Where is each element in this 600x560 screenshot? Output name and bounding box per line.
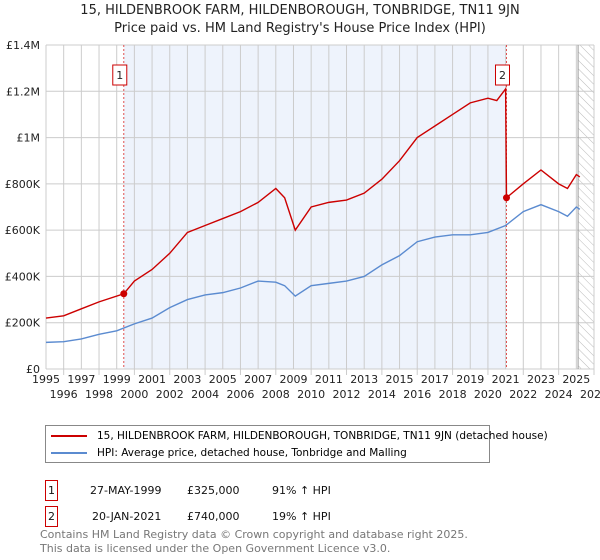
transaction-price: £325,000: [187, 484, 240, 497]
x-tick-label: 2012: [333, 388, 361, 401]
transaction-date: 20-JAN-2021: [92, 510, 162, 523]
x-tick-label: 1995: [32, 373, 60, 386]
sale-point: [120, 290, 128, 298]
x-tick-label: 2020: [474, 388, 502, 401]
annotation-label: 1: [116, 69, 123, 82]
x-tick-label: 2013: [350, 373, 378, 386]
x-tick-label: 2014: [368, 388, 396, 401]
transaction-marker: 2: [45, 506, 58, 527]
x-tick-label: 1999: [103, 373, 131, 386]
footer-line: This data is licensed under the Open Gov…: [40, 542, 391, 555]
transaction-price: £740,000: [187, 510, 240, 523]
x-tick-label: 2022: [509, 388, 537, 401]
chart-title: 15, HILDENBROOK FARM, HILDENBOROUGH, TON…: [80, 3, 520, 18]
ownership-shading: [123, 45, 507, 369]
transaction-hpi: 19% ↑ HPI: [272, 510, 331, 523]
legend-item-hpi: HPI: Average price, detached house, Tonb…: [46, 445, 407, 461]
x-tick-label: 2017: [421, 373, 449, 386]
forecast-hatch: [578, 45, 594, 369]
annotation-box: [494, 64, 510, 86]
x-tick-label: 2004: [191, 388, 219, 401]
transaction-date: 27-MAY-1999: [90, 484, 162, 497]
x-tick-label: 1998: [85, 388, 113, 401]
transaction-marker: 1: [45, 480, 58, 501]
x-tick-label: 2024: [545, 388, 573, 401]
annotation-box: [112, 64, 128, 86]
x-tick-label: 2026: [580, 388, 600, 401]
y-tick-label: £400K: [5, 270, 41, 283]
footer: Contains HM Land Registry data © Crown c…: [40, 528, 468, 556]
x-tick-label: 2001: [138, 373, 166, 386]
series-line-property: [45, 86, 581, 319]
x-tick-label: 2021: [492, 373, 520, 386]
y-tick-label: £1.4M: [6, 39, 40, 52]
sale-point: [502, 194, 510, 202]
series-line-hpi: [45, 203, 581, 344]
chart-subtitle: Price paid vs. HM Land Registry's House …: [114, 21, 486, 36]
price-chart: 1995 1996 1997 1998 1999 2000 2001 2002 2003 2004…: [5, 39, 600, 401]
x-tick-label: 2023: [527, 373, 555, 386]
x-tick-label: 2025: [562, 373, 590, 386]
x-tick-label: 2006: [226, 388, 254, 401]
x-tick-label: 2000: [120, 388, 148, 401]
x-tick-label: 2007: [244, 373, 272, 386]
y-tick-label: £1M: [17, 132, 41, 145]
x-tick-label: 2003: [173, 373, 201, 386]
legend-swatch-red: [51, 435, 87, 437]
x-tick-label: 2019: [456, 373, 484, 386]
x-tick-label: 2009: [279, 373, 307, 386]
transaction-hpi: 91% ↑ HPI: [272, 484, 331, 497]
x-tick-label: 2015: [386, 373, 414, 386]
y-tick-label: £800K: [5, 178, 41, 191]
legend-item-property: 15, HILDENBROOK FARM, HILDENBOROUGH, TON…: [46, 428, 548, 444]
y-tick-label: £200K: [5, 317, 41, 330]
legend-swatch-blue: [51, 452, 87, 454]
legend-label: 15, HILDENBROOK FARM, HILDENBOROUGH, TON…: [97, 430, 548, 442]
x-tick-label: 2002: [156, 388, 184, 401]
legend-label: HPI: Average price, detached house, Tonb…: [97, 447, 407, 459]
x-tick-label: 1997: [67, 373, 95, 386]
x-tick-label: 2011: [315, 373, 343, 386]
x-tick-label: 1996: [50, 388, 78, 401]
x-tick-label: 2016: [403, 388, 431, 401]
x-tick-label: 2005: [209, 373, 237, 386]
annotation-label: 2: [499, 69, 506, 82]
footer-line: Contains HM Land Registry data © Crown c…: [40, 528, 468, 541]
x-tick-label: 2018: [439, 388, 467, 401]
y-tick-label: £1.2M: [6, 85, 40, 98]
y-tick-label: £600K: [5, 224, 41, 237]
legend: 15, HILDENBROOK FARM, HILDENBOROUGH, TON…: [45, 425, 548, 463]
y-tick-label: £0: [26, 363, 40, 376]
x-tick-label: 2010: [297, 388, 325, 401]
x-tick-label: 2008: [262, 388, 290, 401]
